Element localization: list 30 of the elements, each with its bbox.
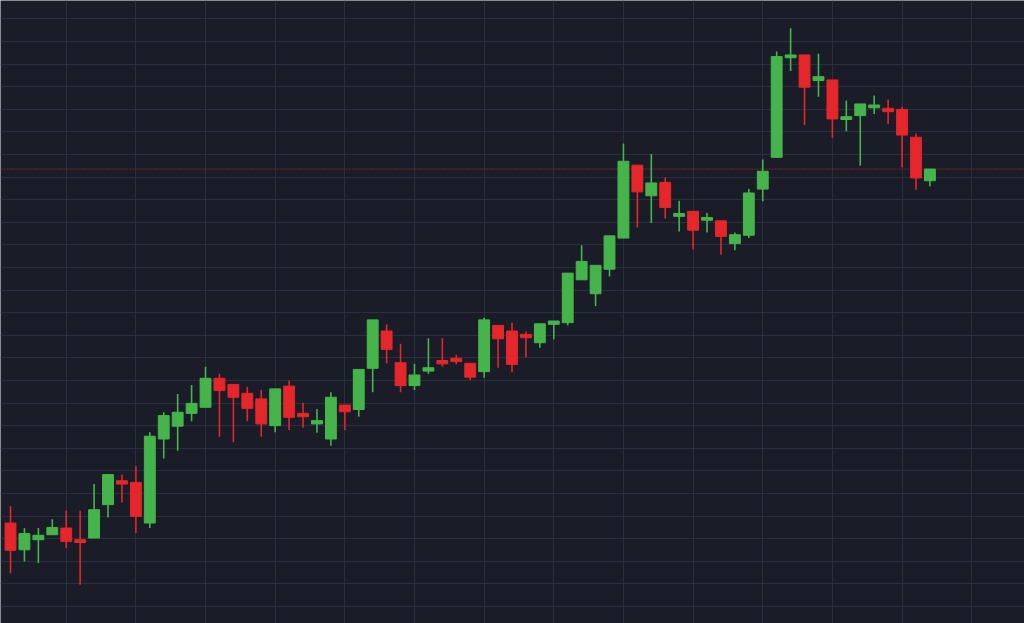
candlestick [812,53,825,98]
candlestick [116,473,128,504]
candlestick [756,158,769,203]
candlestick [715,220,727,256]
candlestick [297,402,309,429]
candlestick [171,393,184,452]
candlestick [60,509,73,549]
candlestick [394,343,407,394]
candlestick [701,212,713,234]
candlestick [380,323,393,365]
candlestick [687,210,700,250]
candlestick [520,330,532,358]
candlestick [547,320,560,341]
candlestick [436,337,449,368]
candlestick [157,411,170,460]
candlestick [74,509,87,586]
candlestick [673,199,686,233]
candlestick [422,337,435,375]
candlestick [241,385,254,422]
candlestick [311,408,323,434]
candlestick [882,98,895,125]
candlestick [784,27,797,72]
candlestick [854,103,867,167]
candlestick [840,99,853,132]
candlestick [645,153,658,224]
candlestick [408,363,421,391]
candlestick [338,404,351,431]
candlestick [868,94,881,115]
candlestick [533,322,546,349]
candlestick [492,324,504,369]
